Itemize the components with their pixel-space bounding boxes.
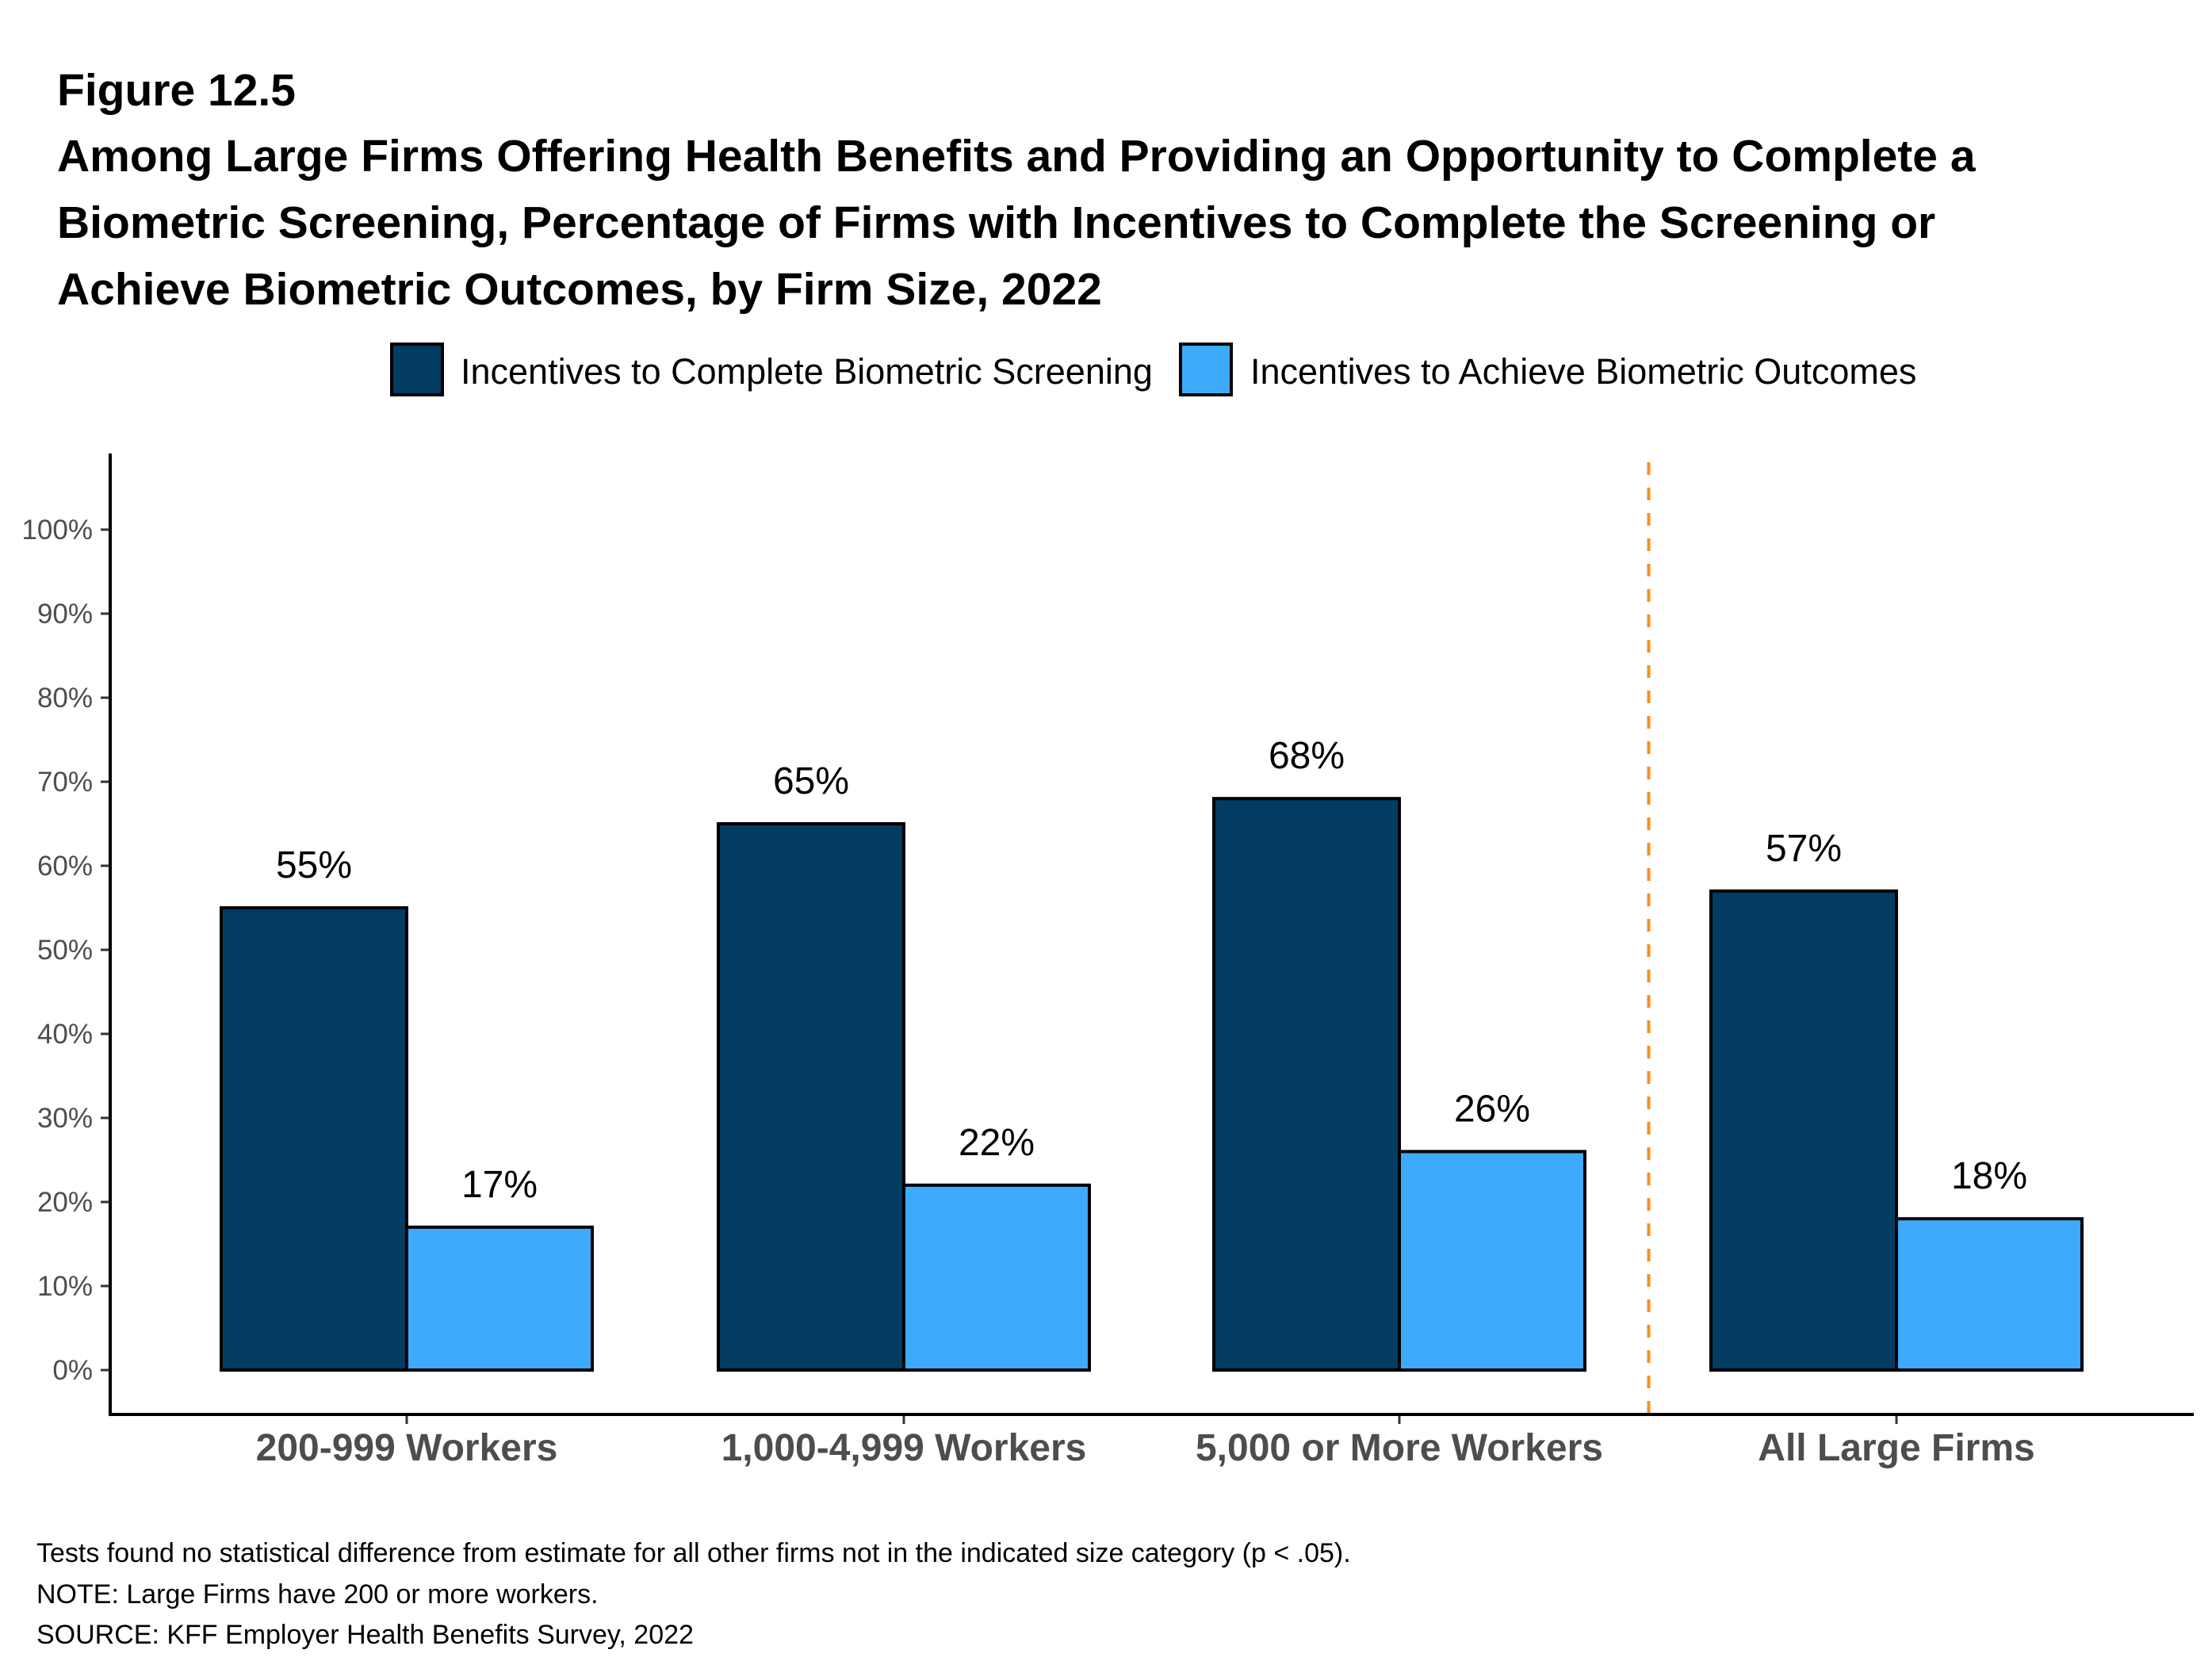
x-axis-ticks: 200-999 Workers 1,000-4,999 Workers 5,000 … bbox=[256, 1416, 2035, 1469]
legend-swatch-achieve-outcomes bbox=[1179, 343, 1233, 396]
x-tick-label: All Large Firms bbox=[1758, 1427, 2034, 1469]
x-tick-label: 5,000 or More Workers bbox=[1196, 1427, 1603, 1469]
figure-number: Figure 12.5 bbox=[57, 65, 296, 116]
y-tick-label: 50% bbox=[37, 935, 93, 966]
y-tick-label: 60% bbox=[37, 851, 93, 882]
bar-achieve-outcomes bbox=[1398, 1150, 1586, 1372]
footer-source: SOURCE: KFF Employer Health Benefits Sur… bbox=[36, 1620, 694, 1650]
y-tick-label: 10% bbox=[37, 1271, 93, 1302]
y-tick-label: 40% bbox=[37, 1019, 93, 1050]
bar-achieve-outcomes bbox=[405, 1225, 594, 1372]
legend-swatch-complete-screening bbox=[390, 343, 444, 396]
legend-label-achieve-outcomes: Incentives to Achieve Biometric Outcomes bbox=[1250, 351, 1916, 392]
data-label-complete-screening: 55% bbox=[276, 844, 352, 886]
y-axis-ticks: 0% 10% 20% 30% 40% 50% 60% 70% 80% 90% 100% bbox=[21, 515, 110, 1386]
y-tick-label: 70% bbox=[37, 767, 93, 798]
y-tick-label: 30% bbox=[37, 1103, 93, 1134]
chart-title-line-3: Achieve Biometric Outcomes, by Firm Size… bbox=[57, 264, 1102, 315]
y-tick-label: 100% bbox=[21, 515, 93, 545]
bar-achieve-outcomes bbox=[1895, 1217, 2084, 1372]
data-label-complete-screening: 68% bbox=[1269, 735, 1345, 777]
bar-complete-screening bbox=[1212, 797, 1401, 1372]
data-labels: 55% 65% 68% 57% 17% 22% 26% 18% bbox=[276, 735, 2027, 1206]
data-label-complete-screening: 57% bbox=[1766, 828, 1842, 870]
data-label-achieve-outcomes: 26% bbox=[1454, 1088, 1530, 1130]
chart-title-line-2: Biometric Screening, Percentage of Firms… bbox=[57, 197, 1935, 248]
data-label-achieve-outcomes: 22% bbox=[959, 1122, 1035, 1164]
y-tick-label: 20% bbox=[37, 1187, 93, 1218]
bar-complete-screening bbox=[717, 822, 905, 1372]
bar-complete-screening bbox=[220, 906, 408, 1372]
footer-note-significance: Tests found no statistical difference fr… bbox=[36, 1538, 1351, 1568]
legend: Incentives to Complete Biometric Screeni… bbox=[390, 343, 1916, 396]
y-tick-label: 80% bbox=[37, 683, 93, 714]
x-tick-label: 1,000-4,999 Workers bbox=[721, 1427, 1087, 1469]
y-tick-label: 90% bbox=[37, 599, 93, 630]
data-label-achieve-outcomes: 18% bbox=[1951, 1155, 2027, 1197]
chart-title-line-1: Among Large Firms Offering Health Benefi… bbox=[57, 131, 1977, 182]
bar-complete-screening bbox=[1709, 889, 1898, 1372]
bar-achieve-outcomes bbox=[902, 1183, 1091, 1372]
x-tick-label: 200-999 Workers bbox=[256, 1427, 558, 1469]
bars bbox=[220, 797, 2084, 1372]
footer-note-definition: NOTE: Large Firms have 200 or more worke… bbox=[36, 1579, 599, 1610]
y-tick-label: 0% bbox=[52, 1355, 93, 1386]
legend-label-complete-screening: Incentives to Complete Biometric Screeni… bbox=[461, 351, 1153, 392]
data-label-complete-screening: 65% bbox=[773, 760, 849, 802]
data-label-achieve-outcomes: 17% bbox=[461, 1164, 538, 1206]
